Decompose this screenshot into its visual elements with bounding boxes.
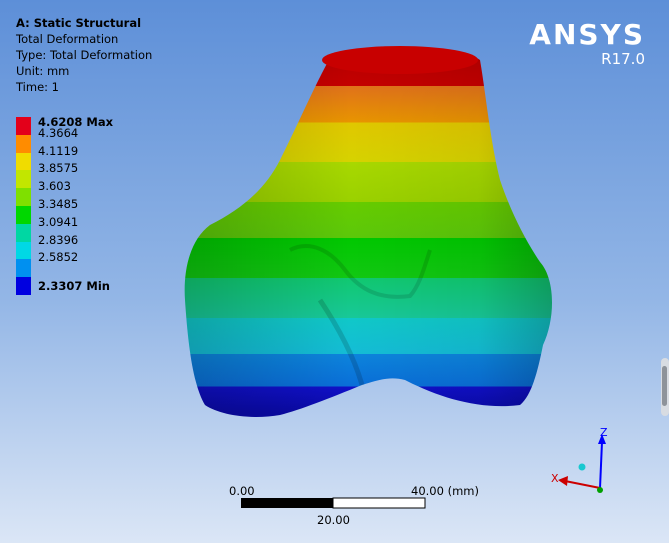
coordinate-triad[interactable]: Z X bbox=[540, 420, 640, 500]
x-axis-label: X bbox=[551, 472, 559, 485]
legend-label: 4.3664 bbox=[38, 125, 79, 140]
viewport-scrollbar[interactable] bbox=[661, 358, 669, 416]
legend-label: 2.5852 bbox=[38, 250, 79, 265]
legend-label: 3.8575 bbox=[38, 161, 79, 176]
legend-label: 2.3307 Min bbox=[38, 279, 110, 294]
result-unit: Unit: mm bbox=[16, 64, 70, 78]
result-time: Time: 1 bbox=[16, 80, 59, 94]
ansys-logo: ANSYS bbox=[529, 18, 645, 51]
femur-shading bbox=[184, 47, 553, 417]
scale-middle-label: 20.00 bbox=[317, 513, 350, 527]
z-axis-label: Z bbox=[600, 426, 608, 439]
legend-swatch bbox=[16, 259, 31, 278]
legend-swatch bbox=[16, 205, 31, 224]
legend-swatch bbox=[16, 134, 31, 153]
legend-swatch bbox=[16, 241, 31, 260]
result-info: A: Static Structural Total Deformation T… bbox=[16, 15, 152, 95]
femur-groove bbox=[289, 244, 432, 299]
femur-top-face bbox=[322, 46, 478, 74]
legend-swatch bbox=[16, 170, 31, 189]
legend-swatch bbox=[16, 223, 31, 242]
scale-left-label: 0.00 bbox=[229, 484, 255, 498]
legend-swatch bbox=[16, 277, 31, 295]
version-label: R17.0 bbox=[601, 50, 645, 68]
scale-right-label: 40.00 (mm) bbox=[411, 484, 479, 498]
legend-label: 4.1119 bbox=[38, 143, 79, 158]
ansys-brand: ANSYS R17.0 bbox=[529, 18, 645, 69]
legend-label: 2.8396 bbox=[38, 232, 79, 247]
legend-swatch bbox=[16, 152, 31, 171]
result-name: Total Deformation bbox=[16, 32, 119, 46]
femur-notch bbox=[317, 298, 365, 386]
legend-label: 3.0941 bbox=[38, 214, 79, 229]
legend-label: 4.6208 Max bbox=[38, 115, 114, 129]
legend-label: 3.3485 bbox=[38, 196, 79, 211]
legend-label: 3.603 bbox=[38, 179, 71, 194]
legend-swatch bbox=[16, 188, 31, 206]
result-type: Type: Total Deformation bbox=[16, 48, 153, 62]
analysis-title: A: Static Structural bbox=[16, 16, 142, 30]
legend-swatch bbox=[16, 117, 31, 135]
